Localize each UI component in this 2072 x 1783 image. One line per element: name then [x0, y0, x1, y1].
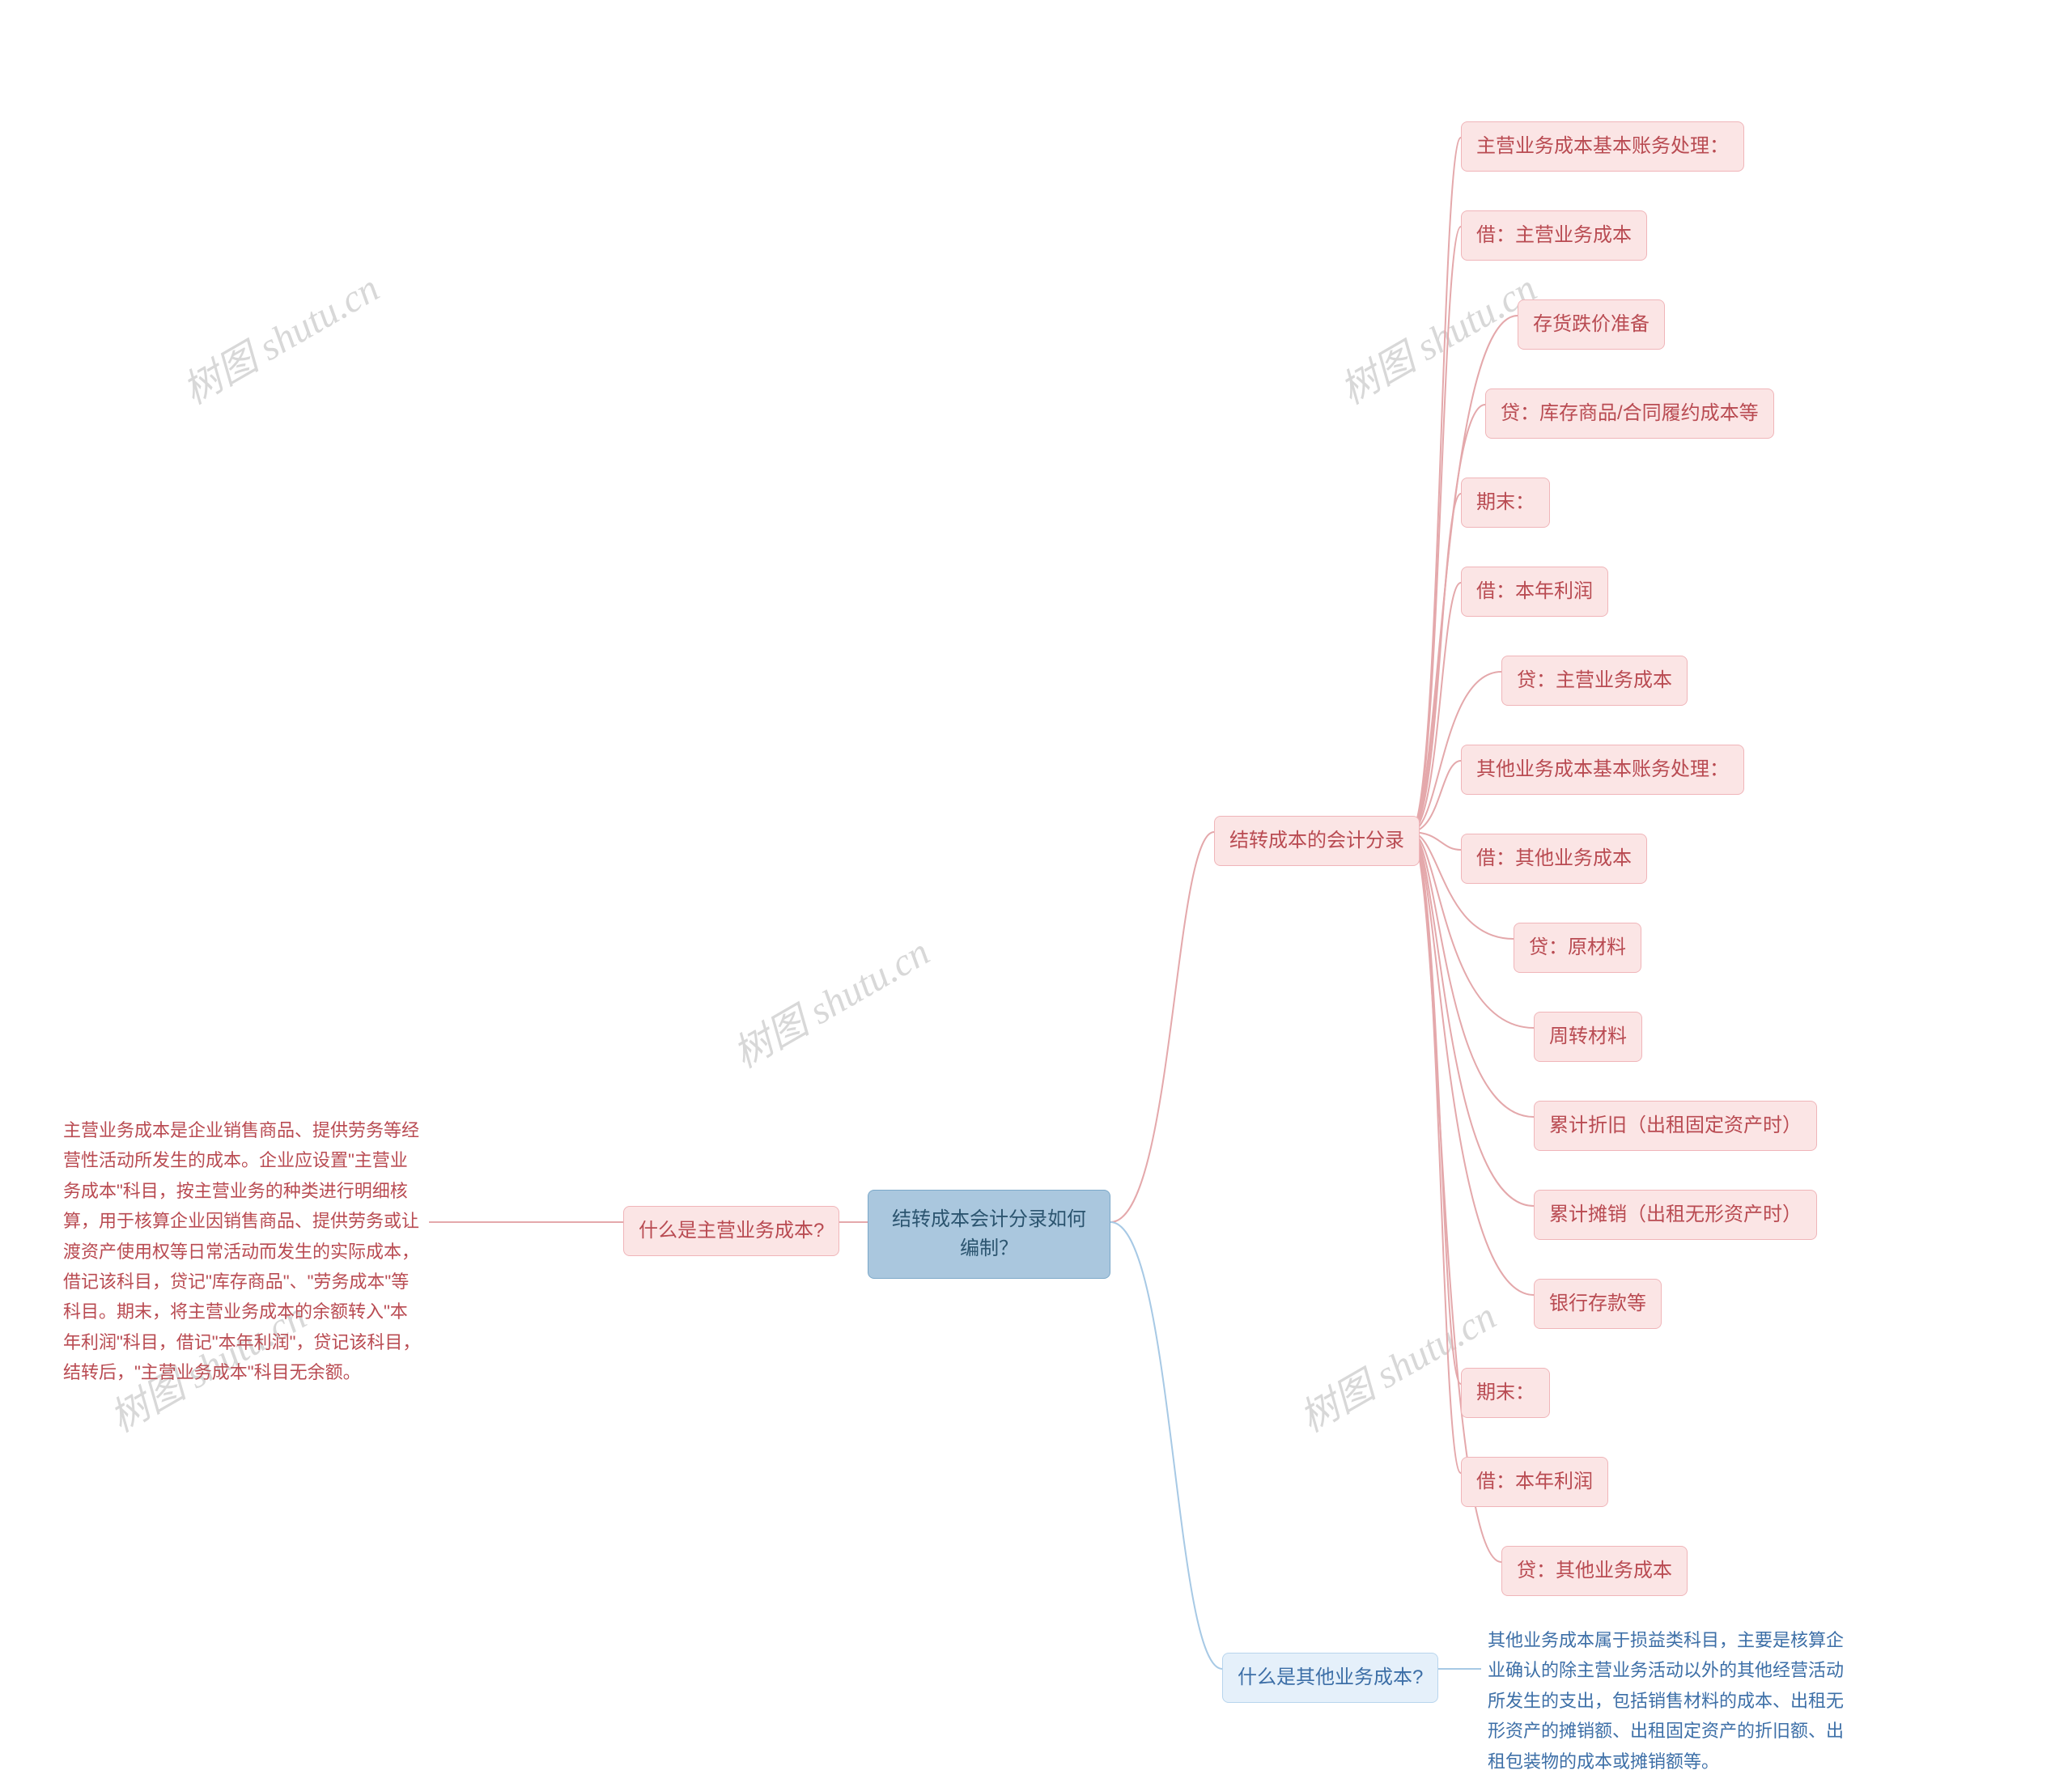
- right-branch2-description: 其他业务成本属于损益类科目，主要是核算企业确认的除主营业务活动以外的其他经营活动…: [1481, 1619, 1862, 1783]
- entry-item[interactable]: 借：主营业务成本: [1461, 210, 1647, 261]
- entry-item[interactable]: 周转材料: [1534, 1012, 1642, 1062]
- entry-item[interactable]: 期末：: [1461, 478, 1550, 528]
- entry-item[interactable]: 借：本年利润: [1461, 567, 1608, 617]
- left-branch-description: 主营业务成本是企业销售商品、提供劳务等经营性活动所发生的成本。企业应设置"主营业…: [57, 1109, 429, 1395]
- mindmap-connectors: [0, 0, 2072, 1751]
- entry-item[interactable]: 累计折旧（出租固定资产时）: [1534, 1101, 1817, 1151]
- entry-item[interactable]: 借：其他业务成本: [1461, 834, 1647, 884]
- entry-item[interactable]: 累计摊销（出租无形资产时）: [1534, 1190, 1817, 1240]
- entry-item[interactable]: 贷：库存商品/合同履约成本等: [1485, 388, 1774, 439]
- entry-item[interactable]: 存货跌价准备: [1518, 299, 1665, 350]
- entry-item[interactable]: 其他业务成本基本账务处理：: [1461, 745, 1744, 795]
- right-branch1[interactable]: 结转成本的会计分录: [1214, 816, 1420, 866]
- left-branch-question[interactable]: 什么是主营业务成本?: [623, 1206, 839, 1256]
- entry-item[interactable]: 贷：主营业务成本: [1501, 656, 1688, 706]
- entry-item[interactable]: 银行存款等: [1534, 1279, 1662, 1329]
- entry-item[interactable]: 期末：: [1461, 1368, 1550, 1418]
- entry-item[interactable]: 借：本年利润: [1461, 1457, 1608, 1507]
- watermark: 树图 shutu.cn: [171, 257, 388, 414]
- root-node[interactable]: 结转成本会计分录如何编制？: [868, 1190, 1110, 1279]
- watermark: 树图 shutu.cn: [721, 920, 938, 1078]
- right-branch2[interactable]: 什么是其他业务成本?: [1222, 1653, 1438, 1703]
- entry-item[interactable]: 贷：原材料: [1514, 923, 1641, 973]
- entry-item[interactable]: 主营业务成本基本账务处理：: [1461, 121, 1744, 172]
- entry-item[interactable]: 贷：其他业务成本: [1501, 1546, 1688, 1596]
- watermark: 树图 shutu.cn: [1288, 1284, 1505, 1442]
